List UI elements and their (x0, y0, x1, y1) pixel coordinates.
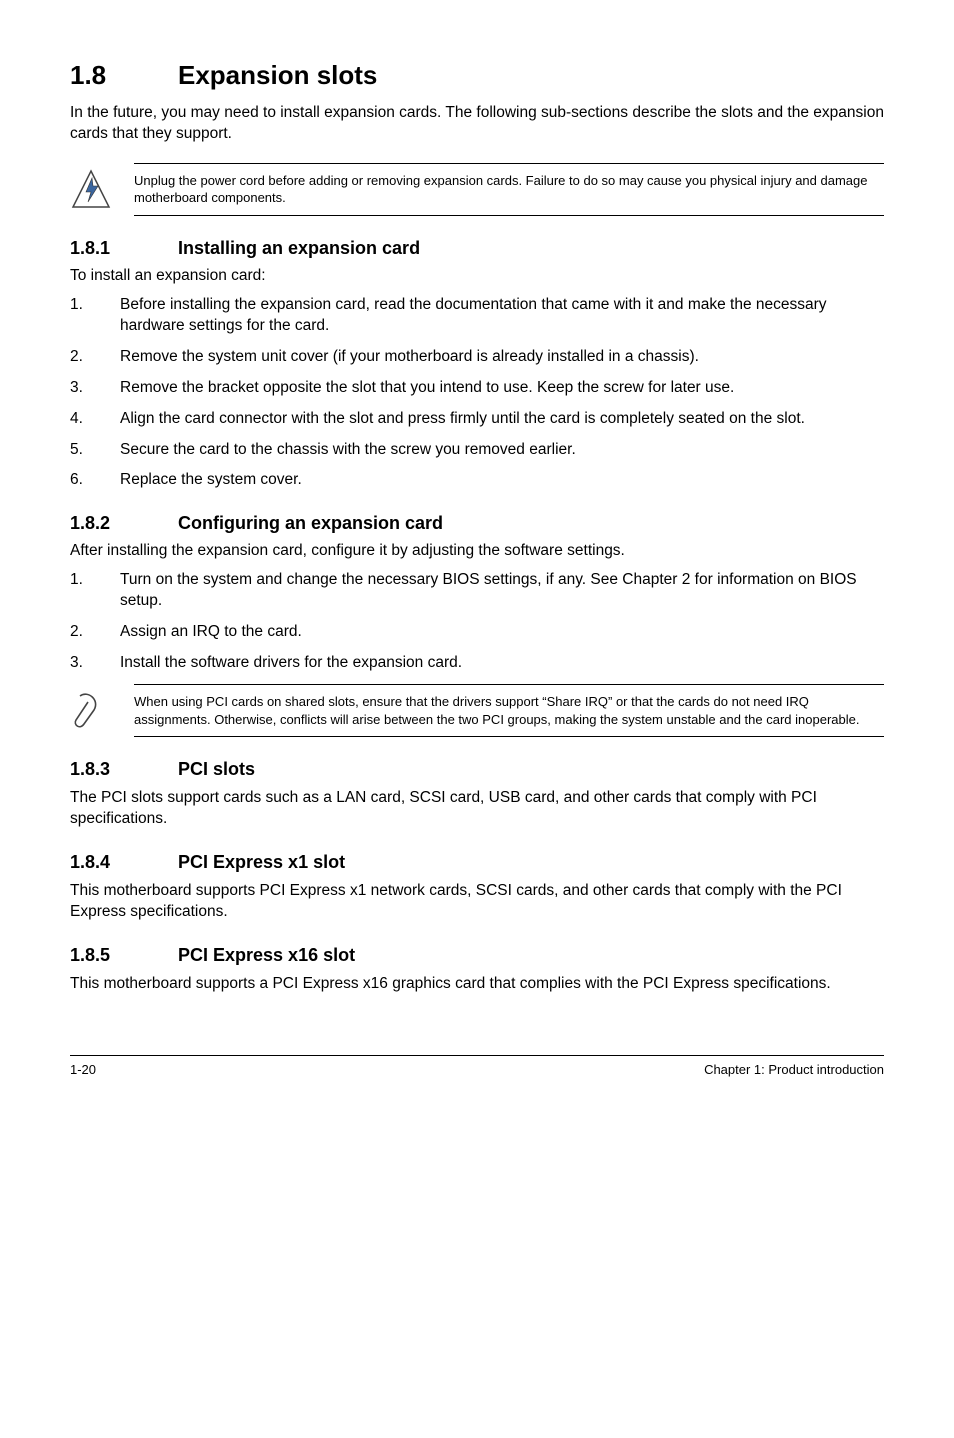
subsection-number: 1.8.1 (70, 238, 178, 259)
info-text: When using PCI cards on shared slots, en… (134, 684, 884, 737)
list-item: 3.Install the software drivers for the e… (70, 653, 884, 674)
list-item: 6.Replace the system cover. (70, 470, 884, 491)
warning-text: Unplug the power cord before adding or r… (134, 163, 884, 216)
subsection-number: 1.8.2 (70, 513, 178, 534)
list-text: Install the software drivers for the exp… (120, 653, 884, 674)
list-number: 3. (70, 653, 120, 674)
list-item: 2.Assign an IRQ to the card. (70, 622, 884, 643)
install-steps-list: 1.Before installing the expansion card, … (70, 295, 884, 491)
subsection-title: PCI Express x16 slot (178, 945, 355, 966)
paperclip-icon (70, 690, 134, 732)
subsection-number: 1.8.5 (70, 945, 178, 966)
subsection-title: PCI slots (178, 759, 255, 780)
configure-steps-list: 1.Turn on the system and change the nece… (70, 570, 884, 674)
section-heading: 1.8 Expansion slots (70, 60, 884, 91)
subsection-lead: To install an expansion card: (70, 267, 884, 285)
subsection-heading: 1.8.5 PCI Express x16 slot (70, 945, 884, 966)
subsection-title: Configuring an expansion card (178, 513, 443, 534)
list-text: Assign an IRQ to the card. (120, 622, 884, 643)
subsection-title: PCI Express x1 slot (178, 852, 345, 873)
subsection-body: The PCI slots support cards such as a LA… (70, 788, 884, 830)
list-item: 4.Align the card connector with the slot… (70, 409, 884, 430)
list-number: 1. (70, 295, 120, 337)
info-note: When using PCI cards on shared slots, en… (70, 684, 884, 737)
list-number: 6. (70, 470, 120, 491)
subsection-heading: 1.8.1 Installing an expansion card (70, 238, 884, 259)
subsection-heading: 1.8.2 Configuring an expansion card (70, 513, 884, 534)
list-text: Turn on the system and change the necess… (120, 570, 884, 612)
list-text: Secure the card to the chassis with the … (120, 440, 884, 461)
list-number: 5. (70, 440, 120, 461)
list-text: Remove the system unit cover (if your mo… (120, 347, 884, 368)
list-number: 4. (70, 409, 120, 430)
subsection-title: Installing an expansion card (178, 238, 420, 259)
footer-chapter: Chapter 1: Product introduction (704, 1062, 884, 1077)
list-text: Before installing the expansion card, re… (120, 295, 884, 337)
subsection-body: This motherboard supports PCI Express x1… (70, 881, 884, 923)
section-intro: In the future, you may need to install e… (70, 103, 884, 145)
subsection-number: 1.8.3 (70, 759, 178, 780)
list-number: 1. (70, 570, 120, 612)
list-item: 1.Turn on the system and change the nece… (70, 570, 884, 612)
list-item: 2.Remove the system unit cover (if your … (70, 347, 884, 368)
section-number: 1.8 (70, 60, 178, 91)
subsection-number: 1.8.4 (70, 852, 178, 873)
warning-note: Unplug the power cord before adding or r… (70, 163, 884, 216)
list-number: 2. (70, 622, 120, 643)
list-item: 5.Secure the card to the chassis with th… (70, 440, 884, 461)
subsection-heading: 1.8.4 PCI Express x1 slot (70, 852, 884, 873)
footer-page-number: 1-20 (70, 1062, 96, 1077)
page-footer: 1-20 Chapter 1: Product introduction (70, 1055, 884, 1077)
list-number: 3. (70, 378, 120, 399)
list-text: Align the card connector with the slot a… (120, 409, 884, 430)
list-item: 3.Remove the bracket opposite the slot t… (70, 378, 884, 399)
section-title: Expansion slots (178, 60, 377, 91)
subsection-lead: After installing the expansion card, con… (70, 542, 884, 560)
subsection-heading: 1.8.3 PCI slots (70, 759, 884, 780)
subsection-body: This motherboard supports a PCI Express … (70, 974, 884, 995)
list-item: 1.Before installing the expansion card, … (70, 295, 884, 337)
warning-icon (70, 168, 134, 210)
list-text: Replace the system cover. (120, 470, 884, 491)
list-number: 2. (70, 347, 120, 368)
list-text: Remove the bracket opposite the slot tha… (120, 378, 884, 399)
